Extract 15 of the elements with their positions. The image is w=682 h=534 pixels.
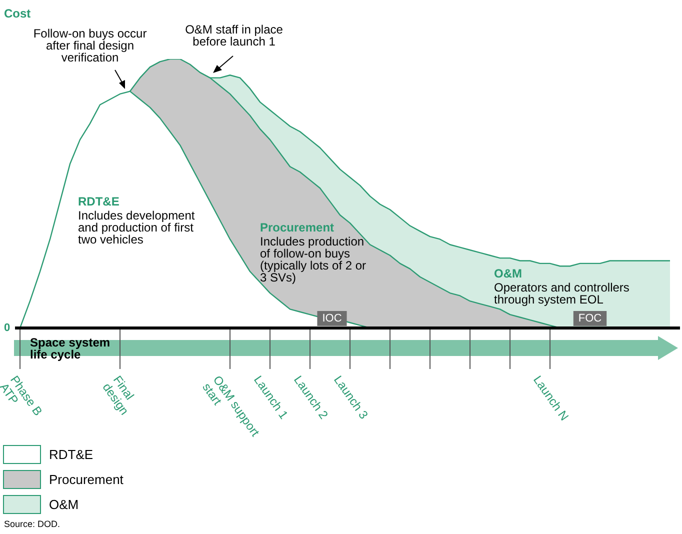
text: O&M staff in place before launch 1 (185, 22, 284, 48)
annotation: Follow-on buys occur after final design verification (33, 26, 147, 64)
legend-label: RDT&E (49, 447, 94, 462)
y-axis-title: Cost (4, 6, 31, 20)
annotation: Includes production of follow-on buys (typically lots of 2 or 3 SVs) (260, 234, 366, 284)
annotation: O&M (494, 266, 522, 280)
annotation: FOC (578, 312, 602, 325)
source-note: Source: DOD. (4, 518, 60, 529)
legend-label: O&M (49, 497, 79, 512)
annotation: RDT&E (78, 194, 120, 208)
annotation: Procurement (260, 220, 334, 234)
annotation: Includes development and production of first two vehicles (78, 208, 196, 246)
text: 0 (4, 322, 10, 334)
annotation: Operators and controllers through system EOL (494, 280, 630, 306)
legend-label: Procurement (49, 472, 124, 487)
